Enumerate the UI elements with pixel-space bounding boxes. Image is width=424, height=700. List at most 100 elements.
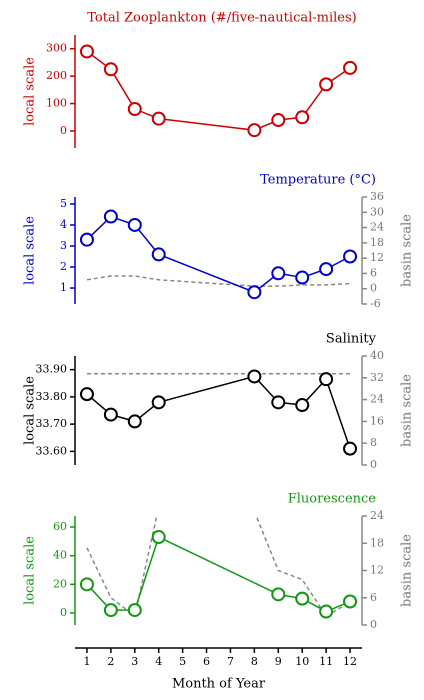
x-tick-label: 6: [203, 655, 210, 668]
point: [247, 285, 262, 300]
panel-title: Salinity: [326, 332, 377, 347]
point: [271, 266, 286, 281]
y-tick-label: 33.80: [36, 390, 68, 403]
point: [271, 587, 286, 602]
y2-tick-label: 24: [370, 509, 384, 522]
y2-tick-label: 30: [370, 205, 384, 218]
y2-axis-label: basin scale: [400, 534, 415, 607]
point: [151, 111, 166, 126]
x-tick-label: 7: [227, 655, 234, 668]
point: [151, 395, 166, 410]
y2-tick-label: 32: [370, 371, 384, 384]
y2-tick-label: 40: [370, 349, 384, 362]
point: [271, 395, 286, 410]
point: [79, 44, 94, 59]
y-tick-label: 300: [46, 42, 67, 55]
y-tick-label: 0: [60, 606, 67, 619]
point: [295, 110, 310, 125]
y-tick-label: 60: [53, 520, 67, 533]
x-tick-label: 10: [295, 655, 309, 668]
point: [295, 591, 310, 606]
y-tick-label: 0: [60, 124, 67, 137]
point: [127, 102, 142, 117]
y2-tick-label: 12: [370, 564, 384, 577]
point: [319, 262, 334, 277]
point: [319, 77, 334, 92]
point: [103, 209, 118, 224]
y2-axis-label: basin scale: [400, 374, 415, 447]
x-tick-label: 4: [155, 655, 162, 668]
point: [79, 577, 94, 592]
point: [271, 113, 286, 128]
y-axis-label: local scale: [23, 216, 38, 285]
y2-tick-label: 0: [370, 282, 377, 295]
y-tick-label: 20: [53, 577, 67, 590]
point: [127, 217, 142, 232]
point: [247, 123, 262, 138]
point: [295, 270, 310, 285]
point: [127, 603, 142, 618]
panel-title: Fluorescence: [288, 492, 377, 507]
x-tick-label: 5: [179, 655, 186, 668]
point: [103, 603, 118, 618]
point: [127, 414, 142, 429]
y2-tick-label: -6: [370, 297, 381, 310]
y-tick-label: 33.60: [36, 444, 68, 457]
y-tick-label: 40: [53, 549, 67, 562]
x-tick-label: 2: [107, 655, 114, 668]
panel-title: Temperature (°C): [260, 173, 376, 188]
point: [319, 604, 334, 619]
y2-tick-label: 6: [370, 591, 377, 604]
basin-line: [86, 516, 351, 618]
y-tick-label: 1: [60, 281, 67, 294]
point: [151, 247, 166, 262]
y-axis-label: local scale: [23, 536, 38, 605]
point: [79, 387, 94, 402]
y2-tick-label: 16: [370, 414, 384, 427]
y-axis-label: local scale: [23, 57, 38, 126]
y2-tick-label: 12: [370, 251, 384, 264]
x-tick-label: 9: [275, 655, 282, 668]
series-line: [86, 375, 351, 449]
y2-tick-label: 6: [370, 266, 377, 279]
y2-tick-label: 0: [370, 458, 377, 471]
y-tick-label: 3: [60, 239, 67, 252]
y-axis-label: local scale: [23, 376, 38, 445]
y2-tick-label: 18: [370, 536, 384, 549]
y-tick-label: 2: [60, 260, 67, 273]
y-tick-label: 5: [60, 197, 67, 210]
point: [79, 232, 94, 247]
point: [319, 372, 334, 387]
series-line: [86, 536, 351, 613]
series-line: [86, 215, 351, 294]
point: [295, 398, 310, 413]
point: [247, 369, 262, 384]
y-tick-label: 4: [60, 218, 67, 231]
y-tick-label: 100: [46, 97, 67, 110]
panel-title: Total Zooplankton (#/five-nautical-miles…: [87, 11, 356, 26]
point: [103, 407, 118, 422]
x-tick-label: 8: [251, 655, 258, 668]
point: [343, 441, 358, 456]
x-tick-label: 12: [343, 655, 357, 668]
point: [343, 60, 358, 75]
y2-tick-label: 36: [370, 190, 384, 203]
point: [103, 62, 118, 77]
y2-axis-label: basin scale: [400, 214, 415, 287]
point: [151, 530, 166, 545]
y-tick-label: 33.70: [36, 417, 68, 430]
series-line: [86, 50, 351, 131]
y2-tick-label: 0: [370, 618, 377, 631]
x-axis-label: Month of Year: [172, 677, 266, 692]
x-tick-label: 3: [131, 655, 138, 668]
y-tick-label: 33.90: [36, 363, 68, 376]
x-tick-label: 11: [319, 655, 333, 668]
y2-tick-label: 24: [370, 221, 384, 234]
y2-tick-label: 18: [370, 236, 384, 249]
point: [343, 249, 358, 264]
point: [343, 594, 358, 609]
x-tick-label: 1: [83, 655, 90, 668]
y2-tick-label: 24: [370, 393, 384, 406]
y-tick-label: 200: [46, 69, 67, 82]
